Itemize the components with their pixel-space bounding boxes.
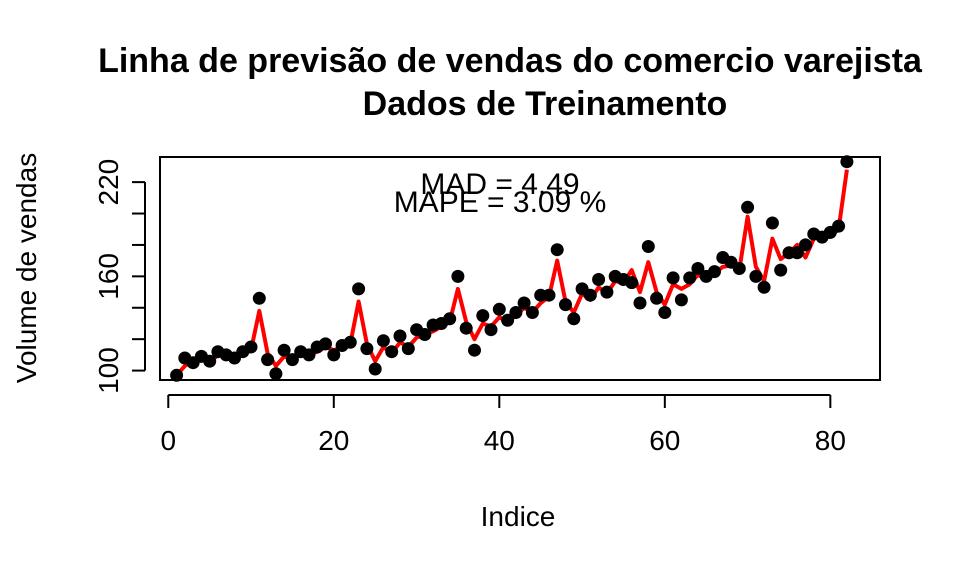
observed-point [385, 345, 399, 359]
y-tick-label: 220 [93, 159, 124, 206]
observed-point [376, 334, 390, 348]
observed-point [559, 298, 572, 312]
observed-point [352, 282, 366, 296]
observed-point [269, 367, 283, 381]
observed-point [203, 354, 217, 368]
x-tick-label: 0 [160, 425, 176, 456]
observed-point [319, 337, 332, 351]
mad-annotation: MAD = 4.49 [420, 168, 579, 201]
observed-point [285, 353, 299, 367]
observed-point [625, 276, 639, 290]
observed-point [633, 296, 647, 310]
observed-point [832, 219, 846, 233]
observed-point [252, 291, 266, 305]
observed-point [501, 313, 515, 327]
observed-point [592, 273, 606, 286]
observed-point [244, 340, 258, 354]
y-axis-label: Volume de vendas [11, 153, 42, 383]
observed-point [683, 271, 697, 285]
observed-point [443, 312, 457, 326]
observed-point [418, 328, 432, 341]
observed-point [583, 288, 597, 302]
observed-point [567, 312, 581, 326]
observed-point [393, 329, 407, 343]
plot-frame [159, 156, 881, 381]
observed-point [741, 200, 755, 214]
observed-point [327, 348, 341, 362]
observed-point [476, 309, 490, 323]
observed-point [691, 262, 705, 275]
observed-point [343, 335, 357, 349]
y-axis: 100 160 220 [93, 159, 146, 394]
observed-point [550, 243, 564, 257]
x-tick-label: 20 [318, 425, 349, 456]
y-tick-label: 160 [93, 253, 124, 300]
observed-point [401, 342, 415, 356]
observed-point [600, 285, 614, 299]
observed-point [732, 262, 746, 275]
y-tick-label: 100 [93, 347, 124, 394]
x-axis: 0 20 40 60 80 [160, 394, 846, 456]
observed-point [484, 323, 498, 337]
observed-point [666, 271, 680, 285]
observed-point [170, 368, 184, 382]
observed-point [799, 238, 812, 252]
observed-point [517, 296, 531, 310]
observed-point [641, 240, 655, 253]
observed-point [302, 348, 316, 362]
observed-point [459, 321, 473, 335]
mape-annotation: MAPE = 3.09 % [394, 186, 607, 219]
observed-point [525, 306, 539, 319]
observed-point [708, 265, 721, 279]
x-tick-label: 80 [815, 425, 846, 456]
observed-point [451, 269, 465, 283]
x-tick-label: 60 [649, 425, 680, 456]
observed-point [658, 306, 672, 319]
observed-point [360, 342, 374, 356]
observed-point [509, 306, 523, 319]
observed-point [368, 362, 382, 376]
observed-point [840, 155, 854, 169]
observed-series [170, 155, 854, 382]
observed-point [277, 343, 291, 357]
chart-subtitle: Dados de Treinamento [363, 85, 728, 123]
observed-point [674, 293, 688, 307]
observed-point [774, 263, 788, 277]
x-tick-label: 40 [484, 425, 515, 456]
observed-point [650, 291, 664, 305]
chart-title: Linha de previsão de vendas do comercio … [98, 42, 923, 80]
observed-point [492, 302, 506, 316]
observed-point [468, 343, 481, 357]
observed-point [790, 246, 804, 260]
observed-point [261, 353, 275, 367]
observed-point [749, 269, 763, 283]
x-axis-label: Indice [481, 501, 556, 532]
observed-point [757, 280, 771, 294]
observed-point [542, 288, 556, 302]
observed-point [765, 216, 779, 230]
